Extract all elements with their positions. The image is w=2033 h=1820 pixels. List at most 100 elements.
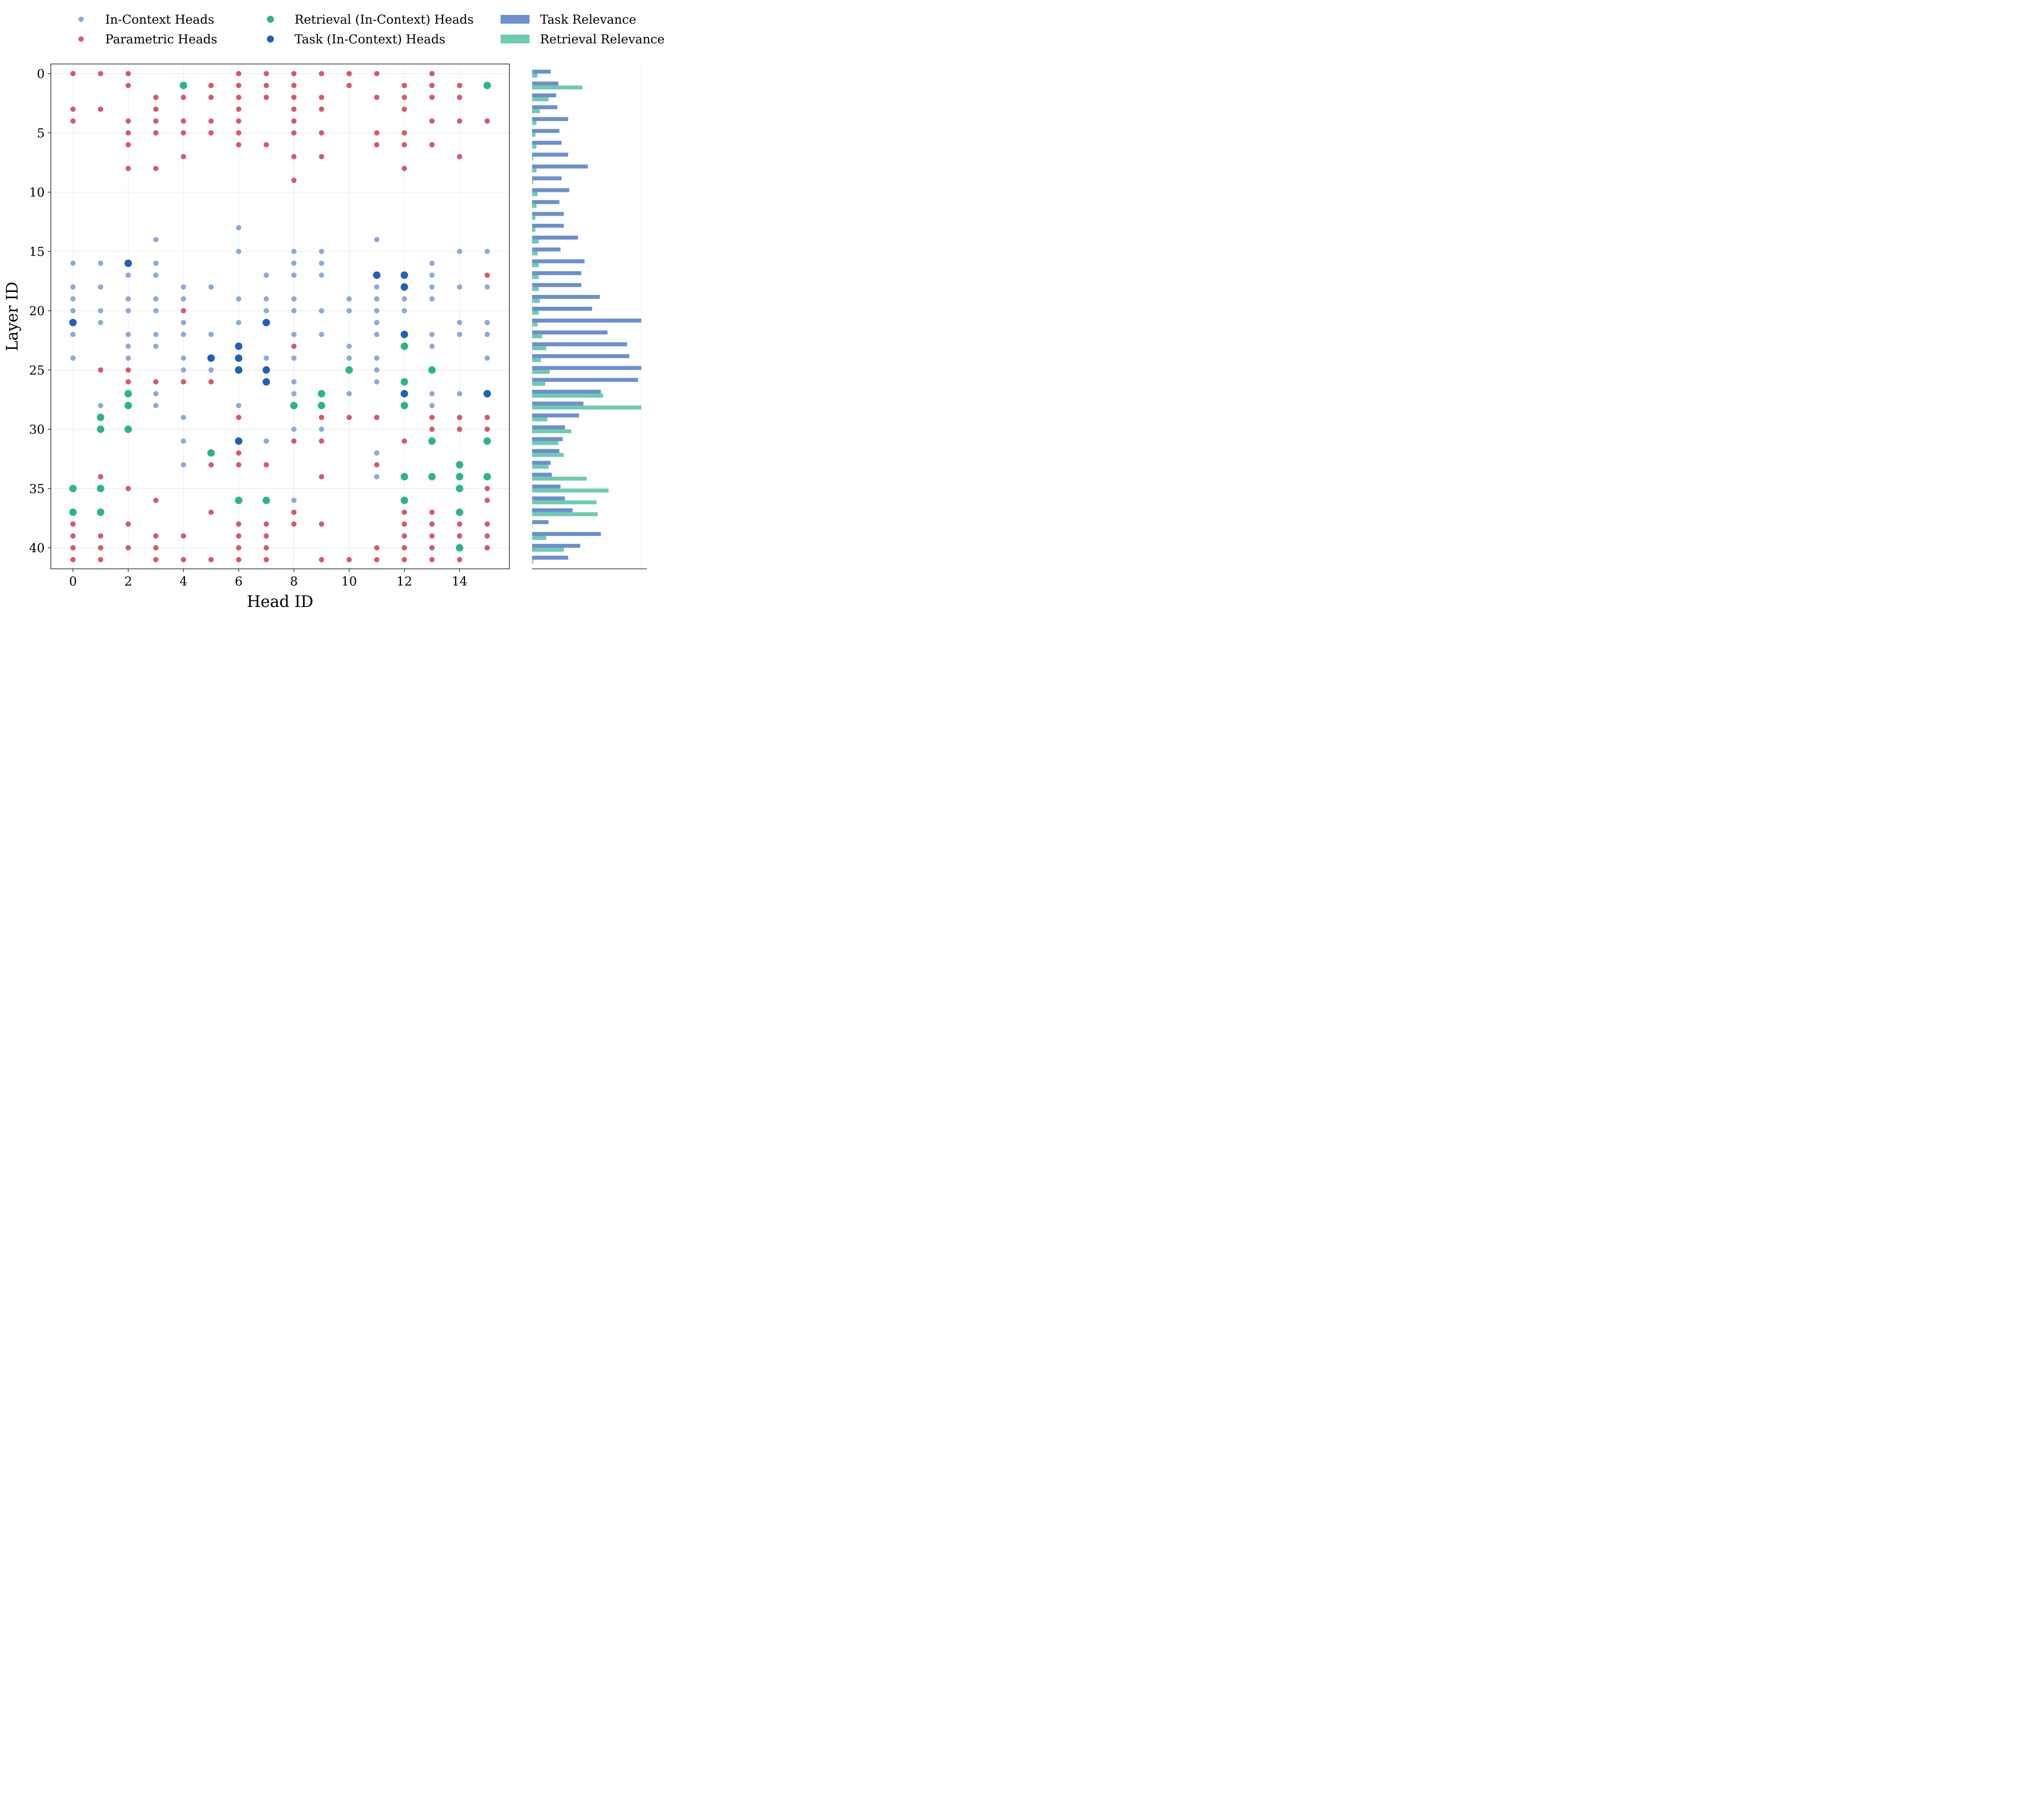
point-parametric bbox=[125, 521, 131, 527]
point-parametric bbox=[484, 426, 490, 432]
point-parametric bbox=[236, 118, 242, 124]
y-tick-label: 0 bbox=[37, 67, 45, 81]
point-parametric bbox=[263, 83, 269, 89]
series-retrieval bbox=[69, 82, 491, 552]
point-in-context bbox=[98, 403, 103, 408]
point-retrieval bbox=[456, 485, 463, 493]
x-axis-ticks: 0 2 4 6 8 10 12 14 bbox=[69, 569, 467, 589]
point-parametric bbox=[429, 118, 435, 124]
point-in-context bbox=[346, 355, 352, 361]
point-parametric bbox=[181, 379, 186, 385]
point-in-context bbox=[291, 260, 297, 266]
point-retrieval bbox=[318, 390, 325, 397]
point-retrieval bbox=[97, 485, 104, 493]
task-relevance-bar bbox=[532, 70, 551, 74]
point-parametric bbox=[291, 118, 297, 124]
point-parametric bbox=[429, 509, 435, 515]
point-parametric bbox=[70, 557, 76, 563]
point-parametric bbox=[374, 130, 380, 136]
point-in-context bbox=[125, 308, 131, 313]
x-axis-title: Head ID bbox=[247, 593, 313, 611]
task-relevance-bar bbox=[532, 472, 552, 477]
point-in-context bbox=[374, 379, 380, 385]
point-retrieval bbox=[124, 426, 132, 433]
point-parametric bbox=[402, 142, 407, 148]
point-in-context bbox=[70, 308, 76, 313]
point-parametric bbox=[402, 557, 407, 563]
point-parametric bbox=[153, 533, 159, 539]
point-in-context bbox=[125, 355, 131, 361]
point-in-context bbox=[125, 344, 131, 349]
point-parametric bbox=[125, 142, 131, 148]
point-in-context bbox=[263, 355, 269, 361]
point-parametric bbox=[291, 95, 297, 100]
point-parametric bbox=[457, 118, 462, 124]
point-in-context bbox=[291, 355, 297, 361]
point-parametric bbox=[346, 557, 352, 563]
point-parametric bbox=[319, 154, 324, 160]
task-relevance-bar bbox=[532, 259, 585, 263]
point-parametric bbox=[291, 344, 297, 349]
point-task bbox=[235, 354, 242, 362]
task-relevance-bar bbox=[532, 319, 641, 323]
point-retrieval bbox=[345, 366, 353, 374]
point-parametric bbox=[70, 118, 76, 124]
task-relevance-bar bbox=[532, 366, 641, 370]
grid-lines bbox=[51, 64, 509, 569]
point-in-context bbox=[319, 332, 324, 337]
point-parametric bbox=[457, 83, 462, 89]
point-parametric bbox=[263, 521, 269, 527]
point-retrieval bbox=[401, 497, 408, 504]
y-tick-label: 5 bbox=[37, 126, 45, 140]
y-tick-label: 35 bbox=[29, 482, 45, 496]
point-in-context bbox=[98, 260, 103, 266]
task-relevance-bar bbox=[532, 556, 569, 560]
point-parametric bbox=[236, 545, 242, 550]
point-retrieval bbox=[263, 497, 270, 504]
retrieval-relevance-bar bbox=[532, 97, 549, 102]
retrieval-relevance-bar bbox=[532, 536, 547, 540]
point-parametric bbox=[402, 509, 407, 515]
task-relevance-bar bbox=[532, 153, 569, 157]
point-retrieval bbox=[124, 390, 132, 397]
point-parametric bbox=[319, 521, 324, 527]
point-in-context bbox=[263, 272, 269, 278]
point-parametric bbox=[429, 521, 435, 527]
point-task bbox=[207, 354, 215, 362]
point-parametric bbox=[374, 95, 380, 100]
point-parametric bbox=[457, 154, 462, 160]
y-tick-label: 40 bbox=[29, 541, 45, 555]
task-relevance-bar bbox=[532, 271, 582, 275]
point-parametric bbox=[291, 130, 297, 136]
x-tick-label: 8 bbox=[290, 574, 298, 589]
point-parametric bbox=[319, 130, 324, 136]
point-parametric bbox=[402, 83, 407, 89]
point-parametric bbox=[402, 438, 407, 444]
point-parametric bbox=[291, 521, 297, 527]
point-parametric bbox=[236, 83, 242, 89]
point-parametric bbox=[153, 379, 159, 385]
point-parametric bbox=[291, 509, 297, 515]
point-task bbox=[263, 378, 270, 386]
point-in-context bbox=[319, 272, 324, 278]
point-in-context bbox=[374, 308, 380, 313]
retrieval-relevance-bar bbox=[532, 382, 545, 386]
point-retrieval bbox=[97, 508, 104, 516]
point-parametric bbox=[402, 130, 407, 136]
point-parametric bbox=[153, 118, 159, 124]
point-parametric bbox=[374, 545, 380, 550]
point-parametric bbox=[181, 557, 186, 563]
point-in-context bbox=[429, 284, 435, 290]
task-relevance-bar bbox=[532, 129, 560, 133]
point-in-context bbox=[291, 332, 297, 337]
point-parametric bbox=[291, 438, 297, 444]
point-in-context bbox=[374, 237, 380, 242]
x-tick-label: 6 bbox=[235, 574, 243, 589]
legend-marker-in-context bbox=[78, 17, 84, 22]
point-in-context bbox=[181, 462, 186, 468]
point-parametric bbox=[153, 106, 159, 112]
point-parametric bbox=[98, 367, 103, 373]
point-in-context bbox=[153, 344, 159, 349]
point-parametric bbox=[208, 509, 214, 515]
point-parametric bbox=[319, 438, 324, 444]
